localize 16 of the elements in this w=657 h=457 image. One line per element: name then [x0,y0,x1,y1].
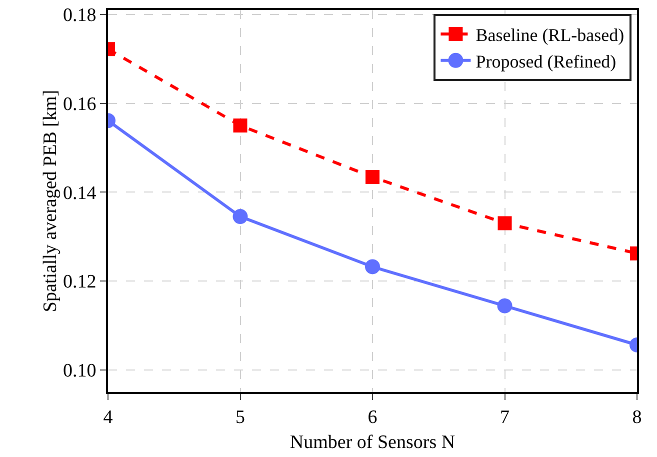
x-axis-title: Number of Sensors N [290,432,456,454]
y-tick-label: 0.10 [62,360,96,382]
y-tick-label: 0.18 [62,5,96,26]
y-tick-label: 0.16 [62,94,96,115]
legend-label: Baseline (RL-based) [476,25,624,46]
y-tick-label: 0.12 [62,272,96,293]
y-tick-label: 0.14 [62,182,97,204]
x-tick-label: 6 [368,406,378,428]
x-tick-label: 4 [103,406,114,428]
legend-label: Proposed (Refined) [476,51,616,72]
x-tick-label: 5 [236,406,245,428]
x-tick-label: 7 [500,406,510,428]
point [366,170,380,184]
y-axis-title: Spatially averaged PEB [km] [40,90,61,312]
x-tick-label: 8 [632,406,642,428]
point [365,259,380,274]
